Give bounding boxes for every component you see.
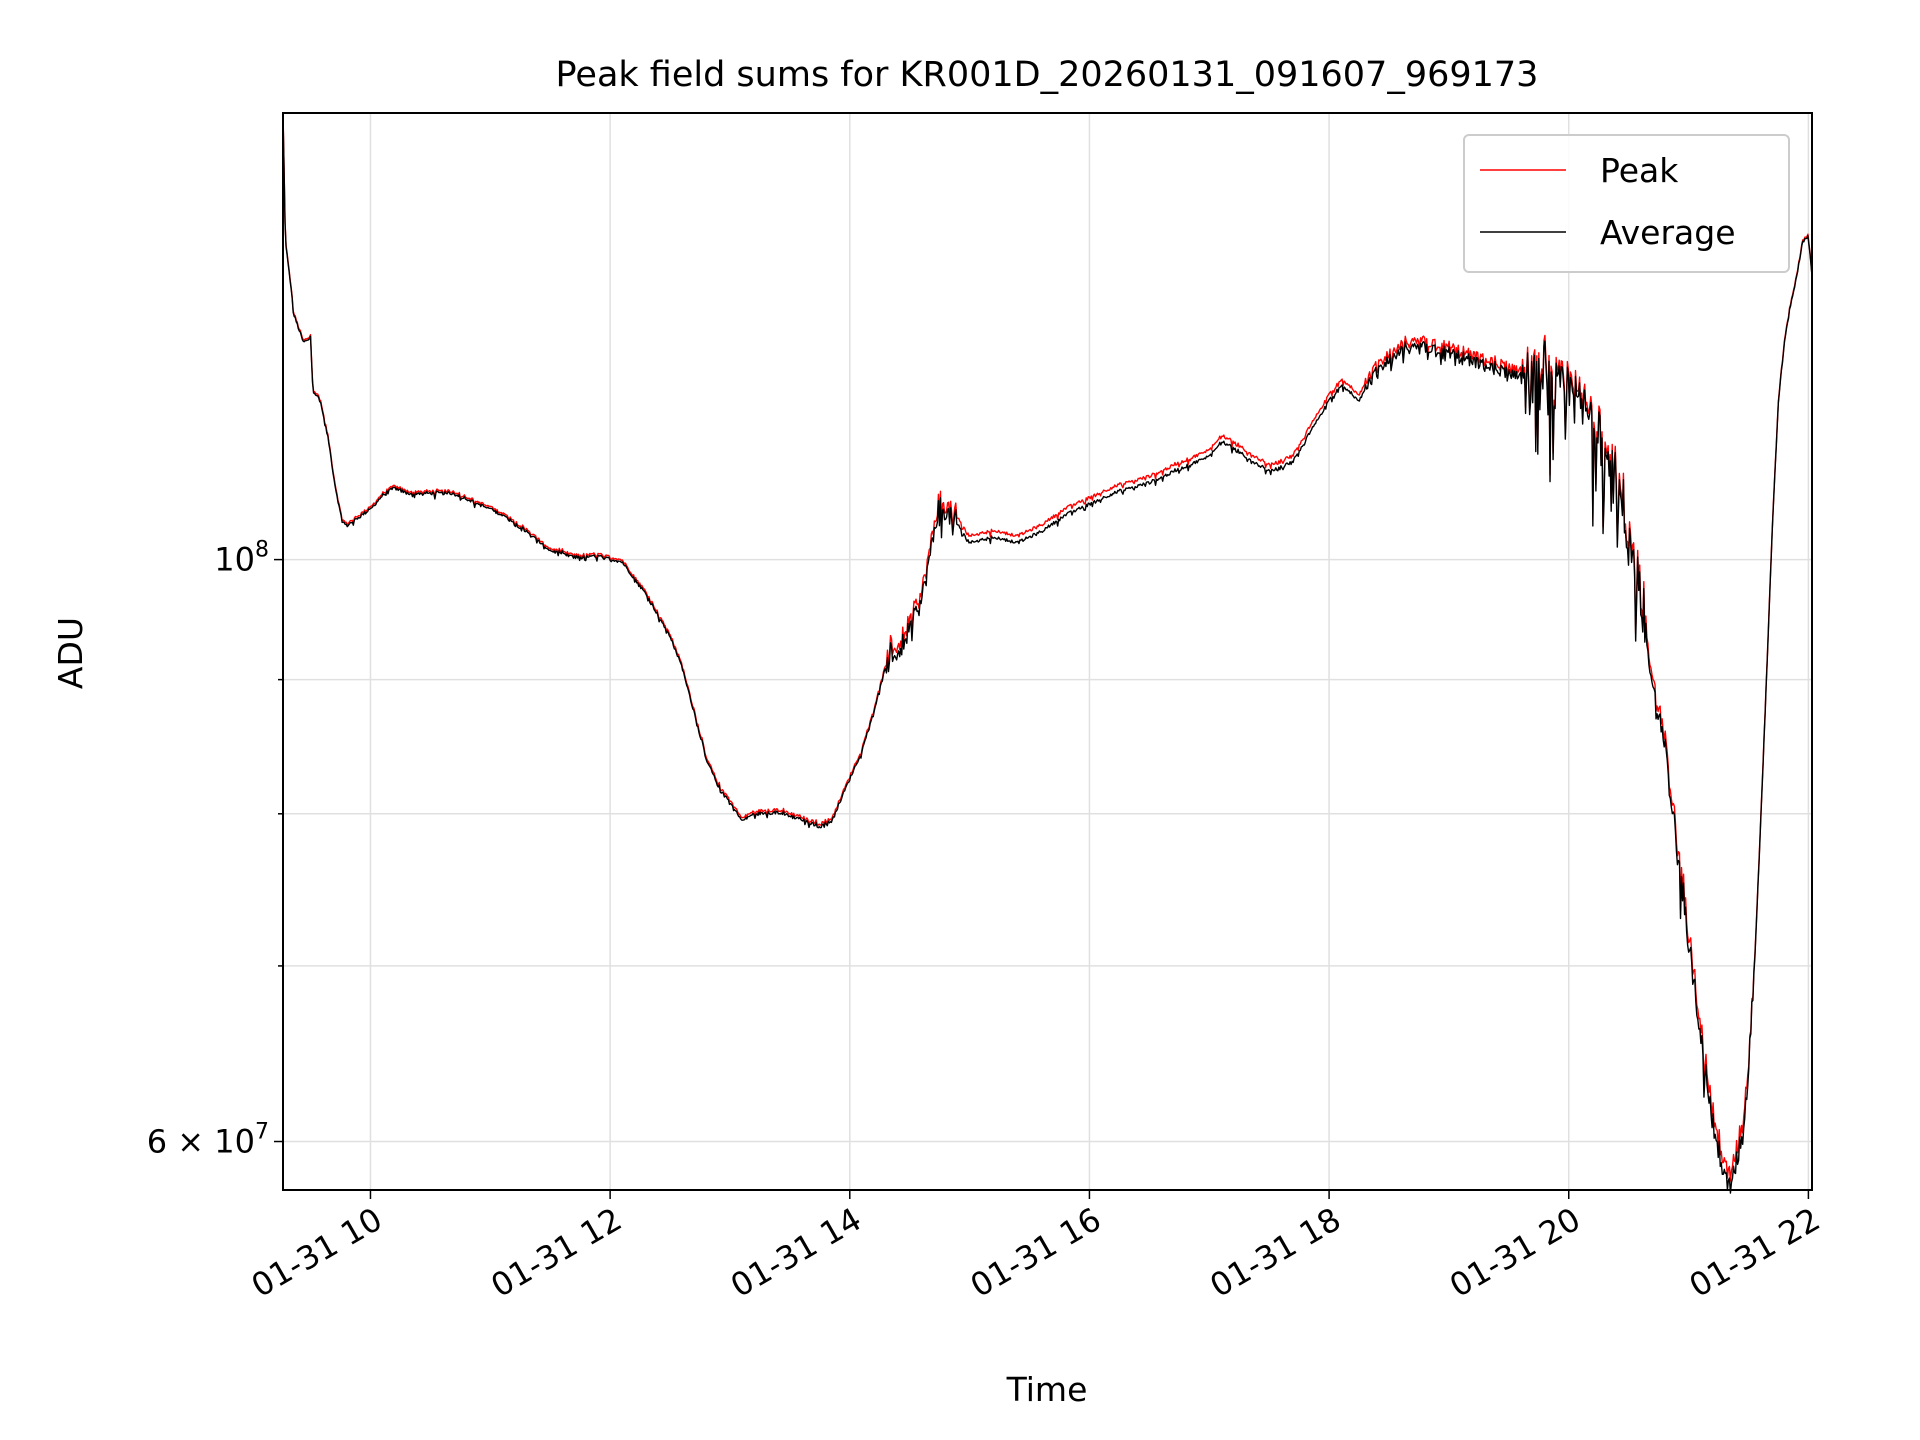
x-axis-label: Time bbox=[1006, 1370, 1088, 1409]
legend-average-label: Average bbox=[1600, 213, 1736, 252]
legend-peak-label: Peak bbox=[1600, 151, 1679, 190]
y-tick-label: 6 × 107 bbox=[147, 1120, 269, 1161]
series-line-average bbox=[282, 113, 1813, 1194]
grid bbox=[283, 113, 1812, 1190]
plot-frame bbox=[282, 112, 1813, 1191]
chart-title: Peak field sums for KR001D_20260131_0916… bbox=[556, 55, 1539, 95]
y-tick-label: 108 bbox=[214, 538, 269, 579]
series-layer bbox=[282, 112, 1813, 1194]
legend: Peak Average bbox=[1463, 134, 1790, 273]
y-axis-label: ADU bbox=[51, 617, 90, 689]
